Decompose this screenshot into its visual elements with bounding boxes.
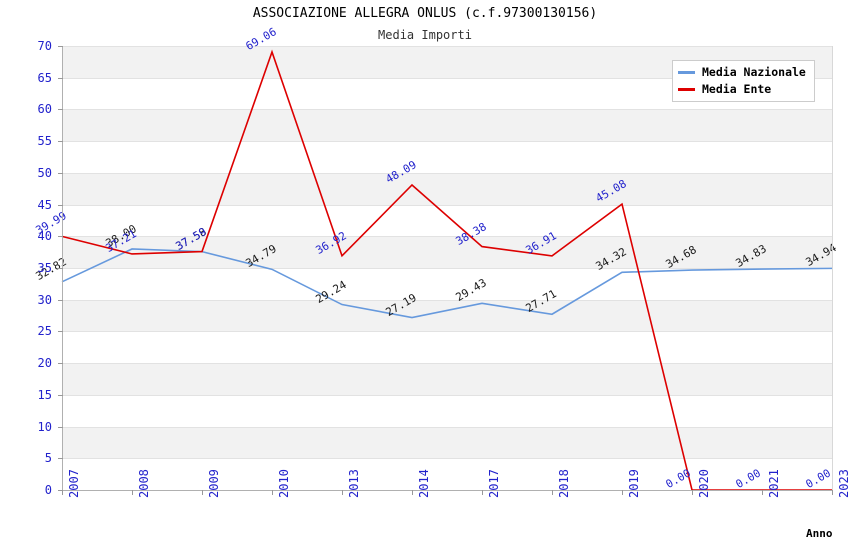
y-axis-tick-label: 5 [44,451,52,466]
gridline [62,363,832,365]
y-axis-tick-mark [58,363,63,365]
y-axis-tick-mark [58,109,63,111]
gridline [62,204,832,206]
y-axis-tick-label: 10 [37,419,52,434]
y-axis-tick-label: 15 [37,387,52,402]
y-axis-tick-label: 0 [44,483,52,497]
gridline [62,77,832,79]
gridline [62,141,832,143]
x-axis-tick-mark [482,490,483,495]
chart-legend: Media Nazionale Media Ente [672,60,815,102]
series-lines [61,49,833,491]
gridline [62,46,832,47]
y-axis-tick-mark [58,77,63,79]
y-axis-tick-label: 20 [37,356,52,371]
x-axis-tick-label: 2013 [347,469,361,498]
x-axis-tick-label: 2008 [137,469,151,498]
y-axis-tick-mark [58,426,63,428]
y-axis-tick-mark [58,458,63,460]
y-axis-tick-mark [58,331,63,333]
x-axis-tick-label: 2023 [837,469,850,498]
grid-band [62,109,832,142]
gridline [62,109,832,111]
y-axis-tick-label: 35 [37,261,52,275]
gridline [62,331,832,333]
x-axis-tick-mark [412,490,413,495]
grid-band [62,172,832,205]
gridline [62,299,832,301]
y-axis-tick-label: 40 [37,229,52,244]
y-axis-tick-mark [58,172,63,174]
y-axis-tick-mark [58,299,63,301]
x-axis-tick-label: 2010 [277,469,291,498]
y-axis-tick-mark [58,236,63,238]
x-axis-tick-label: 2019 [627,469,641,498]
plot-right-edge [832,46,833,490]
series-line-nazionale [61,248,833,319]
grid-band [62,426,832,459]
legend-swatch-nazionale [678,71,695,74]
gridline [62,172,832,174]
gridline [62,458,832,460]
x-axis-tick-mark [132,490,133,495]
x-axis-tick-label: 2021 [767,469,781,498]
x-axis-tick-mark [552,490,553,495]
x-axis-tick-label: 2014 [417,469,431,498]
grid-band [62,299,832,332]
x-axis-tick-mark [692,490,693,495]
legend-item-nazionale[interactable]: Media Nazionale [678,64,806,81]
x-axis-tick-mark [342,490,343,495]
x-axis-tick-label: 2009 [207,469,221,498]
x-axis-tick-label: 2007 [67,469,81,498]
y-axis-tick-mark [58,141,63,143]
x-axis-tick-label: 2018 [557,469,571,498]
legend-label-ente: Media Ente [702,82,772,96]
y-axis-tick-mark [58,46,63,47]
y-axis-tick-mark [58,394,63,396]
x-axis-tick-label: 2020 [697,469,711,498]
x-axis-line [62,490,832,491]
x-axis-tick-mark [202,490,203,495]
legend-label-nazionale: Media Nazionale [702,65,806,79]
y-axis-tick-label: 55 [37,134,52,149]
series-line-ente [61,49,832,491]
plot-area: 32.82 38.00 37.58 34.79 29.24 27.19 29.43 27.71… [34,25,839,491]
gridline [62,236,832,238]
x-axis-tick-label: 2017 [487,469,501,498]
legend-swatch-ente [678,88,695,91]
x-axis-label: Anno [806,527,833,540]
gridline [62,426,832,428]
grid-band [62,363,832,395]
y-axis-tick-label: 30 [37,292,52,307]
gridline [62,268,832,269]
y-axis-tick-label: 25 [37,324,52,339]
y-axis-tick-mark [58,490,63,491]
y-axis-tick-label: 45 [37,197,52,212]
x-axis-tick-mark [272,490,273,495]
gridline [62,394,832,396]
y-axis-tick-mark [58,204,63,206]
y-axis-tick-label: 50 [37,165,52,180]
x-axis-tick-mark [622,490,623,495]
x-axis-tick-mark [762,490,763,495]
y-axis-tick-label: 65 [37,70,52,85]
x-axis-tick-mark [832,490,833,495]
x-axis-tick-mark [62,490,63,495]
chart-subtitle: Media Importi [378,28,472,42]
y-axis-tick-label: 70 [37,39,52,53]
chart-title: ASSOCIAZIONE ALLEGRA ONLUS (c.f.97300130… [252,6,598,21]
legend-item-ente[interactable]: Media Ente [678,81,806,98]
y-axis-tick-mark [58,268,63,269]
y-axis-tick-label: 60 [37,102,52,117]
